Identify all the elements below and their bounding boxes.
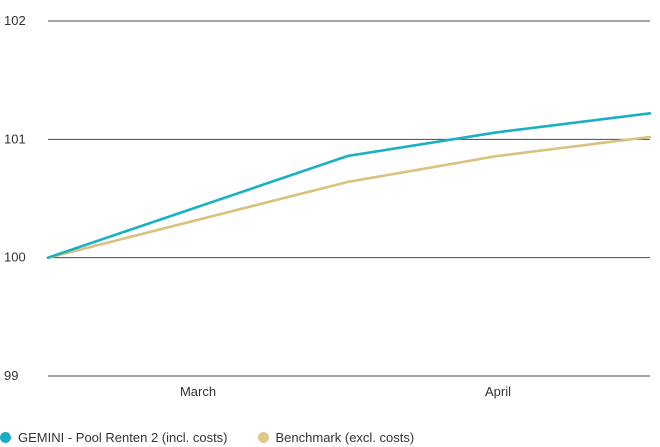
legend-marker-benchmark — [257, 431, 269, 443]
y-axis-ticks: 99 100 101 102 — [4, 13, 26, 383]
gridlines — [48, 20, 650, 377]
x-tick-label-april: April — [485, 384, 511, 399]
y-tick-label-99: 99 — [4, 368, 18, 383]
legend-label-fund: GEMINI - Pool Renten 2 (incl. costs) — [18, 429, 228, 445]
series-line-benchmark — [46, 135, 652, 260]
series-line-fund — [46, 112, 652, 260]
y-tick-label-101: 101 — [4, 131, 26, 146]
legend-item-fund[interactable]: GEMINI - Pool Renten 2 (incl. costs) — [0, 430, 228, 445]
x-tick-label-march: March — [180, 384, 216, 399]
y-tick-label-102: 102 — [4, 13, 26, 28]
legend-label-benchmark: Benchmark (excl. costs) — [275, 429, 415, 445]
line-chart: 99 100 101 102 March April — [4, 13, 652, 399]
y-tick-label-100: 100 — [4, 250, 26, 265]
legend-item-benchmark[interactable]: Benchmark (excl. costs) — [257, 429, 415, 445]
x-axis-ticks: March April — [180, 384, 511, 399]
legend-marker-fund — [0, 431, 11, 443]
series-lines — [46, 112, 652, 260]
legend: GEMINI - Pool Renten 2 (incl. costs) Ben… — [0, 428, 444, 446]
